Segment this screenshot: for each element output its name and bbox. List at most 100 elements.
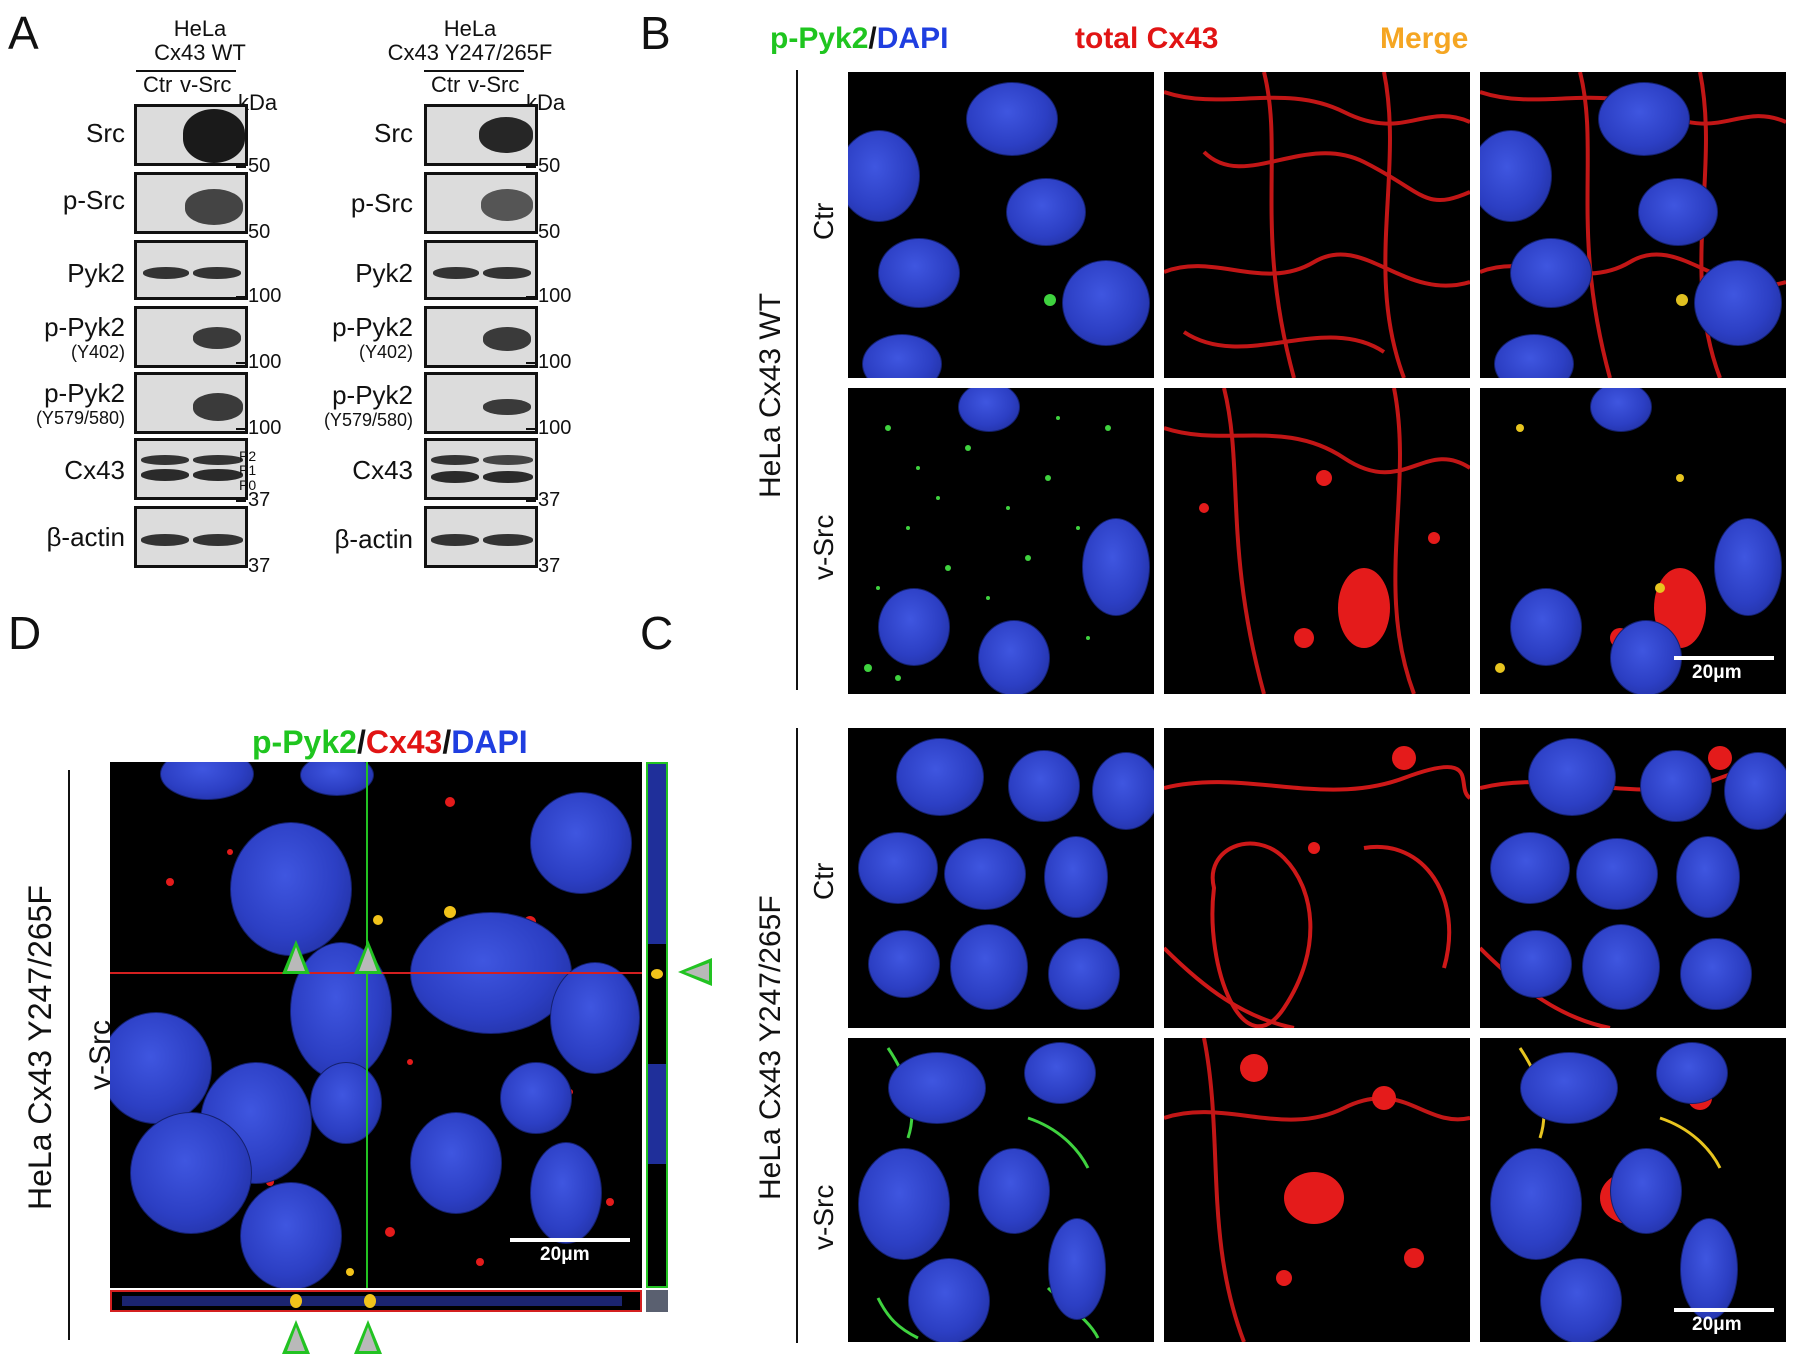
panel-b-col3-header: Merge	[1380, 22, 1469, 55]
mut-blot-pyk2	[424, 240, 538, 300]
c-vsrc-ppyk2-dapi-image	[848, 1038, 1154, 1342]
panel-c-bracket	[796, 728, 798, 1343]
panel-b-group-label: HeLa Cx43 WT	[754, 292, 787, 498]
wt-row-label-pyk2: Pyk2	[67, 258, 125, 288]
b-ctr-merge-image	[1480, 72, 1786, 378]
mut-mw-ppyk2-579: 100	[538, 417, 572, 439]
d-title-sep1: /	[356, 724, 366, 760]
wt-row-label-src: Src	[86, 118, 125, 148]
wt-blot-cx43	[134, 438, 248, 500]
wt-mw-psrc: 50	[248, 221, 271, 243]
mut-mw-actin: 37	[538, 555, 561, 577]
wt-row-label-actin: β-actin	[46, 522, 125, 552]
wt-mw-cx43: 37	[248, 489, 271, 511]
wt-title-line2: Cx43 WT	[154, 40, 246, 65]
wt-blot-psrc	[134, 172, 248, 234]
mut-title-underline	[424, 70, 524, 72]
c-vsrc-merge-image: 20μm	[1480, 1038, 1786, 1342]
mut-row-label-src: Src	[374, 118, 413, 148]
panel-c-row-vsrc: v-Src	[808, 1184, 839, 1250]
panel-c-row-ctr: Ctr	[808, 862, 839, 900]
b-vsrc-ppyk2-dapi-image	[848, 388, 1154, 694]
mut-row-sublabel-y402: (Y402)	[358, 342, 413, 362]
panel-b-col2-header: total Cx43	[1075, 22, 1219, 55]
mut-row-label-cx43: Cx43	[352, 455, 413, 485]
d-arrowhead-1	[282, 940, 310, 974]
mut-mw-ppyk2-402: 100	[538, 351, 572, 373]
c-scale-text: 20μm	[1692, 1314, 1742, 1335]
mut-blot-actin	[424, 506, 538, 568]
wt-row-label-psrc: p-Src	[62, 185, 125, 215]
panel-b-row-ctr: Ctr	[808, 202, 839, 240]
wt-row-sublabel-y579: (Y579/580)	[35, 408, 125, 428]
d-orthogonal-xz-image	[110, 1290, 642, 1312]
wt-mw-actin: 37	[248, 555, 271, 577]
d-arrowhead-2	[354, 940, 382, 974]
mut-row-label-ppyk2-579: p-Pyk2	[332, 380, 413, 410]
wt-blot-ppyk2-y402	[134, 306, 248, 368]
mut-mw-pyk2: 100	[538, 285, 572, 307]
mut-lane-ctr: Ctr	[431, 72, 461, 97]
d-scale-text: 20μm	[540, 1244, 590, 1265]
d-orthogonal-yz-image	[646, 762, 668, 1288]
wt-blot-ppyk2-y579	[134, 372, 248, 434]
wt-mw-ppyk2-579: 100	[248, 417, 282, 439]
mut-blot-ppyk2-y402	[424, 306, 538, 368]
col1-header-sep: /	[868, 22, 877, 55]
b-scale-text: 20μm	[1692, 662, 1742, 683]
panel-b-row-vsrc: v-Src	[808, 514, 839, 580]
panel-b-col1-header: p-Pyk2/DAPI	[770, 22, 948, 56]
panel-d-group-label: HeLa Cx43 Y247/265F	[22, 885, 58, 1210]
panel-c-group-label: HeLa Cx43 Y247/265F	[754, 895, 787, 1200]
d-title-dapi: DAPI	[451, 724, 528, 760]
d-title-ppyk2: p-Pyk2	[252, 724, 357, 760]
mut-title-line1: HeLa	[443, 16, 497, 41]
d-title-cx43: Cx43	[365, 724, 443, 760]
b-vsrc-merge-image: 20μm	[1480, 388, 1786, 694]
wt-mw-pyk2: 100	[248, 285, 282, 307]
mut-mw-cx43: 37	[538, 489, 561, 511]
mut-mw-psrc: 50	[538, 221, 561, 243]
cx43-band-p0: P0	[239, 477, 257, 493]
b-ctr-cx43-image	[1164, 72, 1470, 378]
mut-lane-vsrc: v-Src	[468, 72, 520, 97]
panel-label-a: A	[8, 7, 39, 59]
d-arrowhead-side	[678, 958, 712, 986]
b-vsrc-cx43-image	[1164, 388, 1470, 694]
mut-row-label-ppyk2-402: p-Pyk2	[332, 312, 413, 342]
mut-row-label-psrc: p-Src	[350, 188, 413, 218]
wt-title-underline	[136, 70, 236, 72]
cx43-band-p2: P2	[239, 448, 257, 464]
mut-blot-ppyk2-y579	[424, 372, 538, 434]
b-scale-bar	[1674, 656, 1774, 660]
wt-lane-vsrc: v-Src	[180, 72, 232, 97]
c-vsrc-cx43-image	[1164, 1038, 1470, 1342]
wt-row-label-ppyk2-402: p-Pyk2	[44, 312, 125, 342]
wt-blot-pyk2	[134, 240, 248, 300]
mut-row-label-pyk2: Pyk2	[355, 258, 413, 288]
panel-label-c: C	[640, 607, 674, 659]
panel-label-d: D	[8, 607, 42, 659]
mut-mw-src: 50	[538, 155, 561, 177]
cx43-band-p1: P1	[239, 462, 257, 478]
mut-row-sublabel-y579: (Y579/580)	[323, 410, 413, 430]
wt-mw-src: 50	[248, 155, 271, 177]
mut-row-label-actin: β-actin	[334, 524, 413, 554]
d-crosshair-vertical	[366, 762, 368, 1288]
wt-row-sublabel-y402: (Y402)	[70, 342, 125, 362]
c-ctr-merge-image	[1480, 728, 1786, 1028]
wt-row-label-cx43: Cx43	[64, 455, 125, 485]
d-orthogonal-xy-image: 20μm	[110, 762, 642, 1288]
mut-blot-psrc	[424, 172, 538, 234]
wt-row-label-ppyk2-579: p-Pyk2	[44, 378, 125, 408]
d-ortho-corner	[646, 1290, 668, 1312]
d-arrowhead-bottom-1	[282, 1320, 310, 1354]
c-ctr-cx43-image	[1164, 728, 1470, 1028]
wt-title-line1: HeLa	[173, 16, 227, 41]
d-arrowhead-bottom-2	[354, 1320, 382, 1354]
panel-label-b: B	[640, 7, 671, 59]
c-ctr-ppyk2-dapi-image	[848, 728, 1154, 1028]
d-title-sep2: /	[442, 724, 452, 760]
mut-blot-src	[424, 104, 538, 166]
col1-header-dapi: DAPI	[876, 22, 949, 55]
